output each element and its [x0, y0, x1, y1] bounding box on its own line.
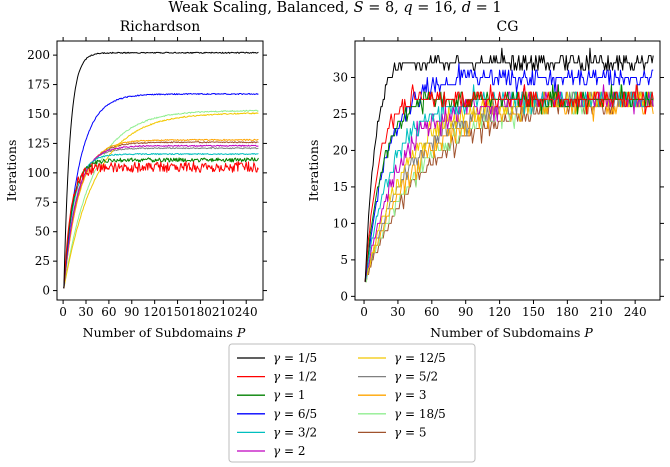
x-tick-label: 30 — [78, 305, 93, 319]
legend-label-8: γ = 5/2 — [394, 370, 438, 384]
legend-frame — [228, 343, 476, 463]
x-tick-label: 120 — [488, 305, 511, 319]
x-tick-label: 150 — [522, 305, 545, 319]
panel-title: CG — [497, 19, 519, 35]
y-tick-label: 125 — [27, 136, 50, 150]
y-axis-label: Iterations — [306, 140, 321, 202]
y-tick-label: 150 — [27, 107, 50, 121]
legend-label-2: γ = 1/2 — [273, 370, 317, 384]
series-line-3 — [63, 157, 259, 289]
x-tick-label: 90 — [124, 305, 139, 319]
x-tick-label: 0 — [59, 305, 67, 319]
series-line-1 — [364, 47, 654, 282]
legend-label-4: γ = 6/5 — [273, 407, 317, 421]
y-tick-label: 75 — [35, 195, 50, 209]
y-tick-label: 175 — [27, 78, 50, 92]
plot-frame — [56, 40, 264, 301]
panel-title: Richardson — [120, 19, 201, 35]
y-tick-label: 25 — [35, 254, 50, 268]
y-tick-label: 30 — [333, 70, 348, 84]
figure-suptitle: Weak Scaling, Balanced, S = 8, q = 16, d… — [168, 0, 501, 16]
series-line-7 — [63, 112, 259, 289]
y-tick-label: 0 — [340, 289, 348, 303]
series-line-2 — [63, 161, 259, 289]
y-tick-label: 25 — [333, 107, 348, 121]
panel-cg: CG 0 30 60 90 120 150 180 210 240 0 5 10 15 20 25 30 Numb… — [306, 19, 664, 340]
y-tick-label: 10 — [333, 216, 348, 230]
legend-label-1: γ = 1/5 — [273, 351, 317, 365]
x-axis-label: Number of Subdomains P — [430, 325, 593, 340]
y-tick-label: 5 — [340, 253, 348, 267]
y-tick-label: 100 — [27, 166, 50, 180]
series-line-4 — [63, 92, 259, 289]
series-line-11 — [365, 84, 654, 283]
y-tick-label: 0 — [42, 284, 50, 298]
x-tick-label: 240 — [624, 305, 647, 319]
y-tick-label: 15 — [333, 180, 348, 194]
y-axis-label: Iterations — [4, 140, 19, 202]
y-tick-label: 20 — [333, 143, 348, 157]
y-tick-label: 200 — [27, 48, 50, 62]
x-tick-label: 180 — [556, 305, 579, 319]
x-tick-label: 30 — [390, 305, 405, 319]
series-line-5 — [63, 152, 259, 289]
x-tick-label: 120 — [143, 305, 166, 319]
legend-label-5: γ = 3/2 — [273, 425, 317, 439]
x-tick-label: 210 — [212, 305, 235, 319]
x-tick-label: 90 — [458, 305, 473, 319]
legend-label-6: γ = 2 — [273, 444, 306, 458]
series-line-2 — [364, 84, 654, 282]
x-tick-label: 180 — [189, 305, 212, 319]
x-axis-label: Number of Subdomains P — [83, 325, 246, 340]
series-line-10 — [63, 109, 259, 289]
y-tick-label: 50 — [35, 225, 50, 239]
legend: γ = 1/5 γ = 1/2 γ = 1 γ = 6/5 γ = 3/2 γ = 2 γ … — [228, 343, 476, 463]
plot-frame — [354, 40, 661, 301]
series-line-6 — [63, 144, 259, 289]
x-tick-label: 0 — [360, 305, 368, 319]
legend-label-10: γ = 18/5 — [394, 407, 446, 421]
legend-label-3: γ = 1 — [273, 388, 306, 402]
series-line-1 — [63, 51, 259, 289]
x-tick-label: 60 — [101, 305, 116, 319]
legend-label-9: γ = 3 — [394, 388, 427, 402]
series-line-4 — [364, 62, 654, 282]
legend-label-11: γ = 5 — [394, 425, 427, 439]
x-tick-label: 210 — [590, 305, 613, 319]
series-group — [364, 47, 654, 283]
x-tick-label: 150 — [166, 305, 189, 319]
x-tick-label: 60 — [424, 305, 439, 319]
series-line-3 — [364, 84, 654, 282]
x-tick-label: 240 — [235, 305, 258, 319]
series-group — [63, 51, 259, 289]
legend-label-7: γ = 12/5 — [394, 351, 446, 365]
